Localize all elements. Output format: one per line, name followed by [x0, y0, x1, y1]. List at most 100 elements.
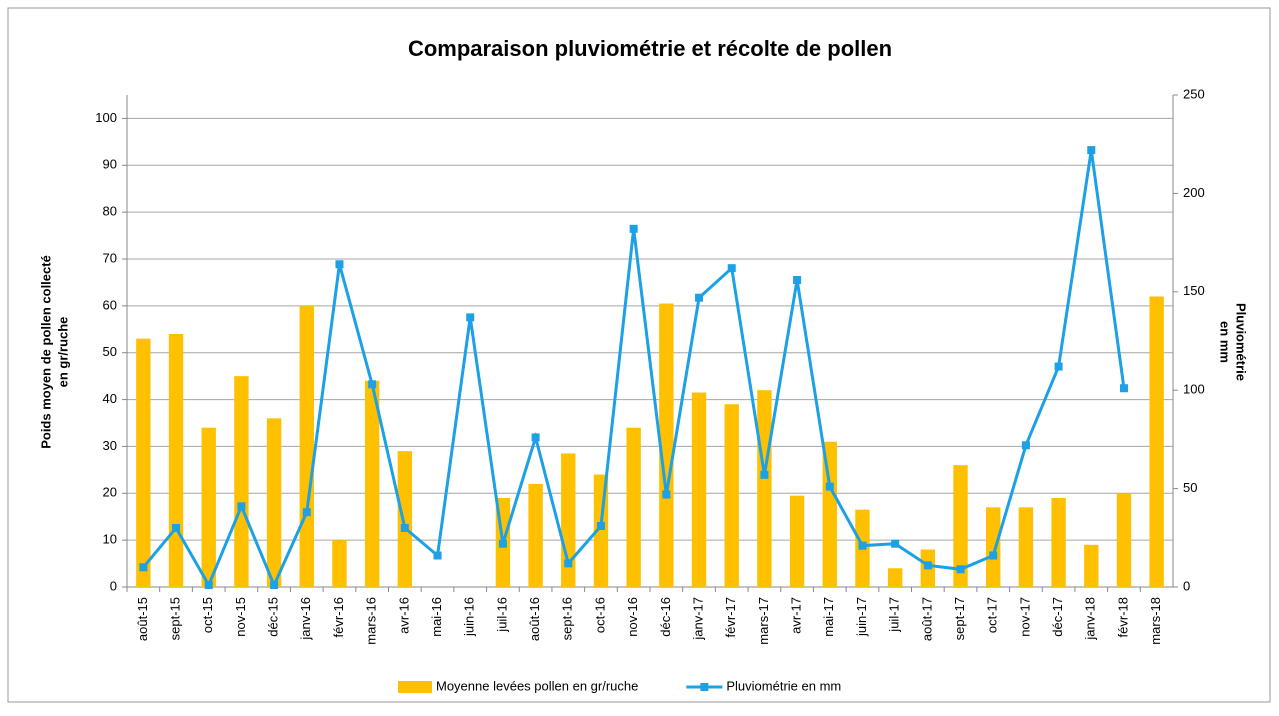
bar	[1018, 507, 1034, 587]
line-marker	[498, 539, 507, 548]
bar	[299, 305, 314, 587]
line-marker	[466, 313, 475, 322]
y-tick-label: 50	[103, 344, 117, 359]
x-tick-label: mars-16	[364, 597, 379, 645]
y-tick-label: 100	[95, 110, 117, 125]
x-tick-label: nov-16	[625, 597, 640, 637]
bar	[757, 390, 772, 587]
y-tick-label: 90	[103, 157, 117, 172]
legend-label: Pluviométrie en mm	[726, 678, 841, 693]
line-marker	[956, 565, 965, 574]
x-tick-label: févr-16	[331, 597, 346, 637]
bar	[953, 465, 968, 587]
x-tick-label: mai-17	[821, 597, 836, 637]
x-tick-label: sept-17	[952, 597, 967, 640]
y2-tick-label: 0	[1183, 578, 1190, 593]
x-tick-label: avr-17	[789, 597, 804, 634]
bar	[1116, 493, 1132, 587]
y2-tick-label: 200	[1183, 185, 1205, 200]
line-marker	[433, 551, 442, 560]
bar	[1149, 296, 1164, 587]
x-tick-label: août-17	[919, 597, 934, 641]
line-marker	[1054, 362, 1063, 371]
x-tick-label: avr-16	[396, 597, 411, 634]
bar	[136, 338, 151, 587]
line-marker	[400, 523, 409, 532]
x-tick-label: mars-17	[756, 597, 771, 645]
bar	[724, 404, 739, 587]
x-tick-label: oct-16	[592, 597, 607, 633]
bar	[201, 427, 216, 587]
y2-tick-label: 250	[1183, 86, 1205, 101]
x-tick-label: janv-17	[690, 597, 705, 641]
x-tick-label: sept-16	[560, 597, 575, 640]
line-marker	[923, 561, 932, 570]
bar	[266, 418, 282, 587]
x-tick-label: juil-16	[494, 597, 509, 633]
bar	[528, 483, 543, 587]
y-axis-title: en gr/ruche	[55, 317, 70, 388]
x-tick-label: janv-16	[298, 597, 313, 641]
line-marker	[825, 482, 834, 491]
line-marker	[368, 380, 377, 389]
line-marker	[727, 264, 736, 273]
x-tick-label: nov-17	[1017, 597, 1032, 637]
line-marker	[1087, 146, 1096, 155]
line-marker	[335, 260, 344, 269]
bar	[332, 540, 347, 587]
x-tick-label: mai-16	[429, 597, 444, 637]
line-marker	[793, 275, 802, 284]
line-marker	[1021, 441, 1030, 450]
line-marker	[564, 559, 573, 568]
line-marker	[302, 508, 311, 517]
y-tick-label: 60	[103, 297, 117, 312]
line-marker	[760, 470, 769, 479]
x-tick-label: mars-18	[1148, 597, 1163, 645]
line-marker	[139, 563, 148, 572]
y-tick-label: 40	[103, 391, 117, 406]
bar	[626, 427, 641, 587]
y-tick-label: 70	[103, 250, 117, 265]
x-tick-label: oct-17	[985, 597, 1000, 633]
legend-label: Moyenne levées pollen en gr/ruche	[436, 678, 638, 693]
x-tick-label: juin-17	[854, 597, 869, 637]
bar	[659, 303, 674, 587]
x-tick-label: déc-15	[266, 597, 281, 637]
x-tick-label: août-15	[135, 597, 150, 641]
line-marker	[596, 521, 605, 530]
x-tick-label: août-16	[527, 597, 542, 641]
x-tick-label: sept-15	[167, 597, 182, 640]
y2-tick-label: 150	[1183, 283, 1205, 298]
x-tick-label: déc-17	[1050, 597, 1065, 637]
bar	[822, 441, 837, 587]
bar	[986, 507, 1001, 587]
x-tick-label: févr-17	[723, 597, 738, 637]
y2-axis-title: Pluviométrie	[1234, 303, 1249, 381]
x-tick-label: juil-17	[887, 597, 902, 633]
line-marker	[204, 581, 213, 590]
line-marker	[858, 541, 867, 550]
y-tick-label: 30	[103, 438, 117, 453]
bar	[1084, 544, 1099, 587]
legend-swatch	[700, 683, 709, 691]
bar	[691, 392, 707, 587]
y-tick-label: 80	[103, 204, 117, 219]
line-marker	[695, 293, 704, 302]
line-marker	[891, 539, 900, 548]
bar	[364, 380, 380, 587]
y2-tick-label: 100	[1183, 382, 1205, 397]
y-tick-label: 10	[103, 532, 117, 547]
line-marker	[172, 523, 181, 532]
y-axis-title: Poids moyen de pollen collecté	[38, 255, 53, 449]
line-marker	[662, 490, 671, 499]
legend-swatch	[398, 681, 432, 693]
y-tick-label: 0	[110, 578, 117, 593]
line-marker	[989, 551, 998, 560]
line-marker	[1119, 384, 1128, 393]
line-marker	[531, 433, 540, 442]
bar	[789, 495, 805, 587]
y-tick-label: 20	[103, 485, 117, 500]
y2-tick-label: 50	[1183, 480, 1197, 495]
bar	[887, 568, 903, 587]
